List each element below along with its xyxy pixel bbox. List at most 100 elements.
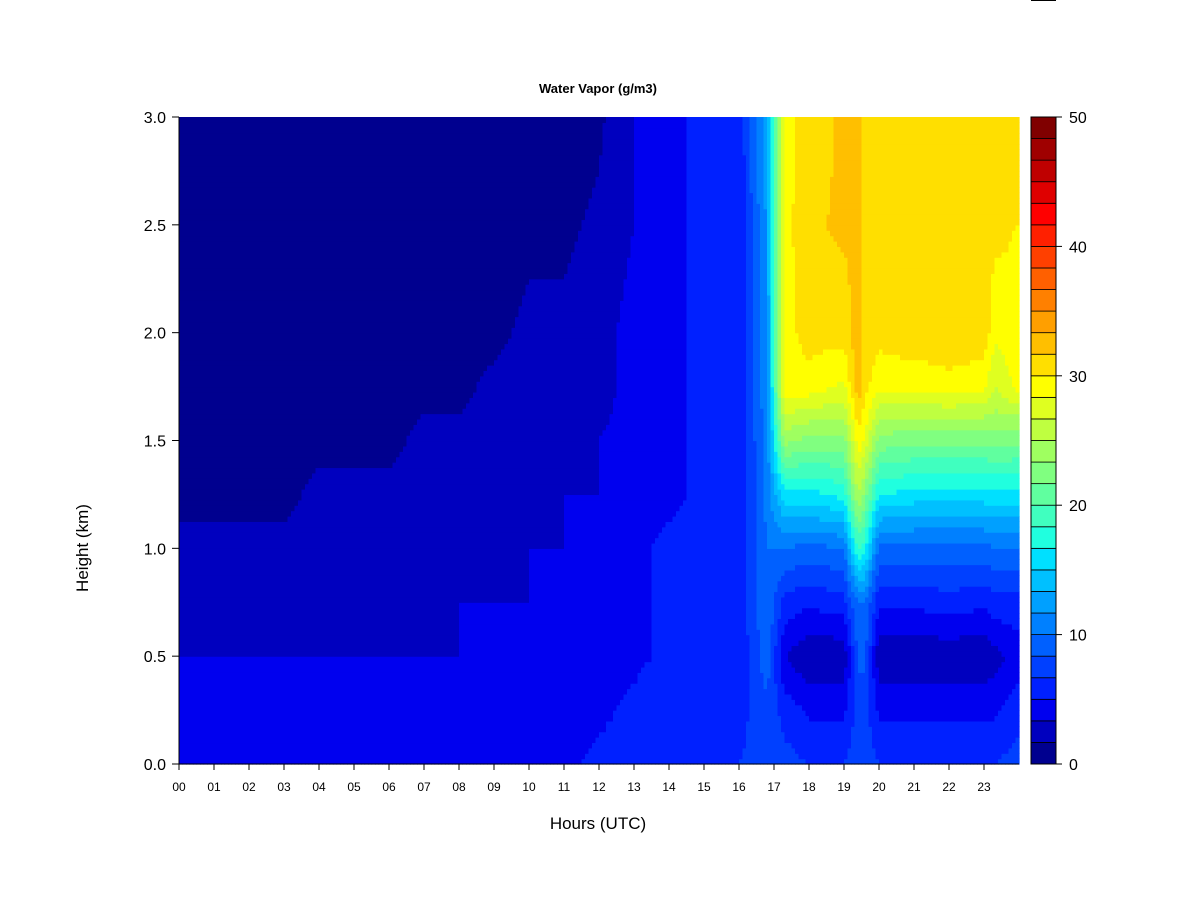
heatmap-cell — [295, 527, 299, 533]
heatmap-cell — [207, 316, 211, 322]
heatmap-cell — [183, 322, 187, 328]
heatmap-cell — [228, 667, 232, 673]
heatmap-cell — [218, 214, 222, 220]
heatmap-cell — [253, 171, 257, 177]
heatmap-cell — [288, 327, 292, 333]
heatmap-cell — [291, 651, 295, 657]
heatmap-cell — [277, 473, 281, 479]
heatmap-cell — [309, 715, 313, 721]
heatmap-cell — [225, 618, 229, 624]
heatmap-cell — [186, 273, 190, 279]
heatmap-cell — [211, 753, 215, 759]
heatmap-cell — [281, 370, 285, 376]
heatmap-cell — [204, 160, 208, 166]
heatmap-cell — [239, 122, 243, 128]
heatmap-cell — [309, 484, 313, 490]
heatmap-cell — [316, 182, 320, 188]
heatmap-cell — [197, 532, 201, 538]
heatmap-cell — [319, 182, 323, 188]
heatmap-cell — [267, 214, 271, 220]
heatmap-cell — [277, 263, 281, 269]
heatmap-cell — [242, 570, 246, 576]
heatmap-cell — [253, 187, 257, 193]
heatmap-cell — [207, 139, 211, 145]
heatmap-cell — [312, 651, 316, 657]
heatmap-cell — [284, 640, 288, 646]
heatmap-cell — [260, 753, 264, 759]
heatmap-cell — [263, 505, 267, 511]
heatmap-cell — [193, 710, 197, 716]
heatmap-cell — [298, 565, 302, 571]
heatmap-cell — [221, 381, 225, 387]
heatmap-cell — [323, 392, 327, 398]
heatmap-cell — [246, 710, 250, 716]
heatmap-cell — [284, 538, 288, 544]
heatmap-cell — [319, 273, 323, 279]
heatmap-cell — [270, 457, 274, 463]
heatmap-cell — [305, 597, 309, 603]
heatmap-cell — [281, 478, 285, 484]
heatmap-cell — [291, 656, 295, 662]
heatmap-cell — [225, 678, 229, 684]
heatmap-cell — [197, 192, 201, 198]
heatmap-cell — [232, 376, 236, 382]
heatmap-cell — [246, 570, 250, 576]
heatmap-cell — [270, 322, 274, 328]
heatmap-cell — [323, 753, 327, 759]
heatmap-cell — [267, 705, 271, 711]
heatmap-cell — [295, 403, 299, 409]
heatmap-cell — [232, 618, 236, 624]
heatmap-cell — [211, 608, 215, 614]
heatmap-cell — [239, 705, 243, 711]
heatmap-cell — [221, 656, 225, 662]
heatmap-cell — [186, 349, 190, 355]
heatmap-cell — [302, 203, 306, 209]
heatmap-cell — [305, 694, 309, 700]
heatmap-cell — [323, 635, 327, 641]
heatmap-cell — [305, 408, 309, 414]
heatmap-cell — [183, 225, 187, 231]
heatmap-cell — [246, 322, 250, 328]
heatmap-cell — [211, 473, 215, 479]
heatmap-cell — [183, 662, 187, 668]
heatmap-cell — [235, 219, 239, 225]
heatmap-cell — [281, 160, 285, 166]
heatmap-cell — [218, 710, 222, 716]
heatmap-cell — [274, 360, 278, 366]
heatmap-cell — [291, 532, 295, 538]
heatmap-cell — [218, 462, 222, 468]
heatmap-cell — [211, 392, 215, 398]
heatmap-cell — [305, 683, 309, 689]
heatmap-cell — [193, 284, 197, 290]
heatmap-cell — [179, 370, 183, 376]
heatmap-cell — [214, 263, 218, 269]
heatmap-cell — [211, 419, 215, 425]
heatmap-cell — [190, 360, 194, 366]
heatmap-cell — [211, 683, 215, 689]
heatmap-cell — [190, 699, 194, 705]
heatmap-cell — [214, 521, 218, 527]
heatmap-cell — [218, 252, 222, 258]
heatmap-cell — [183, 694, 187, 700]
heatmap-cell — [242, 284, 246, 290]
heatmap-cell — [302, 705, 306, 711]
heatmap-cell — [228, 370, 232, 376]
heatmap-cell — [274, 721, 278, 727]
heatmap-cell — [288, 640, 292, 646]
heatmap-cell — [284, 721, 288, 727]
heatmap-cell — [197, 370, 201, 376]
heatmap-cell — [249, 209, 253, 215]
heatmap-cell — [302, 365, 306, 371]
heatmap-cell — [221, 586, 225, 592]
heatmap-cell — [260, 602, 264, 608]
heatmap-cell — [197, 149, 201, 155]
heatmap-cell — [246, 748, 250, 754]
heatmap-cell — [263, 209, 267, 215]
heatmap-cell — [221, 225, 225, 231]
heatmap-cell — [221, 662, 225, 668]
heatmap-cell — [302, 122, 306, 128]
heatmap-cell — [186, 144, 190, 150]
heatmap-cell — [214, 343, 218, 349]
heatmap-cell — [274, 263, 278, 269]
heatmap-cell — [319, 387, 323, 393]
